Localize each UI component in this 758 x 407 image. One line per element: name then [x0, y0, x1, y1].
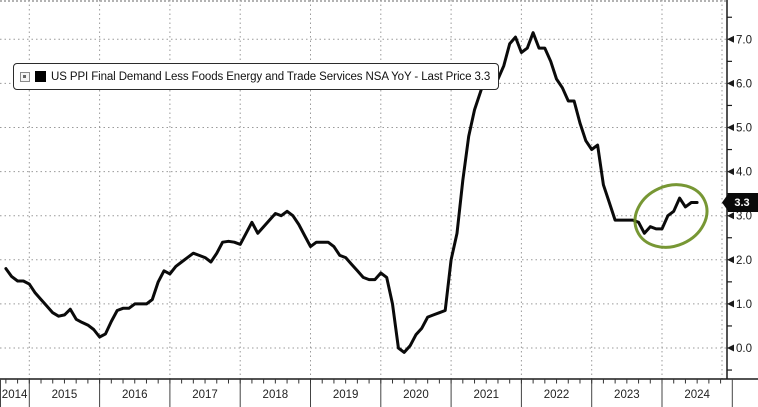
y-axis-tick-arrow-icon — [727, 35, 734, 43]
x-axis-year-label: 2019 — [333, 389, 359, 401]
last-price-badge: 3.3 — [722, 193, 758, 212]
gridlines — [0, 0, 727, 379]
y-axis-tick-label: 6.0 — [736, 78, 752, 90]
price-line — [4, 31, 699, 354]
highlight-annotation — [633, 183, 709, 249]
y-axis-tick-label: 3.0 — [736, 211, 752, 223]
y-axis-tick-arrow-icon — [727, 256, 734, 264]
y-axis-tick-label: 5.0 — [736, 123, 752, 135]
y-axis-tick-arrow-icon — [727, 124, 734, 131]
legend-box[interactable]: US PPI Final Demand Less Foods Energy an… — [13, 63, 500, 90]
y-axis-tick-label: 1.0 — [736, 299, 752, 311]
highlight-ellipse — [633, 183, 709, 249]
x-axis-year-label: 2023 — [614, 389, 640, 401]
x-axis-year-label: 2016 — [122, 389, 148, 401]
y-axis-tick-label: 2.0 — [736, 255, 752, 267]
y-axis-tick-arrow-icon — [727, 212, 734, 220]
x-axis: 2014 2015 2016 2017 2018 2019 2020 2021 2022 2023… — [0, 378, 758, 407]
y-axis-tick-arrow-icon — [727, 79, 734, 87]
x-axis-year-label: 2024 — [684, 389, 710, 401]
price-line-group — [4, 31, 699, 354]
y-axis-tick-arrow-icon — [727, 168, 734, 176]
x-axis-year-label: 2015 — [52, 389, 78, 401]
x-axis-year-label: 2021 — [473, 389, 499, 401]
legend-label: US PPI Final Demand Less Foods Energy an… — [51, 70, 491, 83]
legend-checkbox-icon[interactable] — [20, 71, 30, 82]
x-axis-year-label: 2020 — [403, 389, 429, 401]
y-axis: 7.0 6.0 5.0 4.0 3.0 2.0 1.0 0.0 — [726, 0, 752, 379]
y-axis-tick-label: 7.0 — [736, 34, 752, 46]
x-axis-year-label: 2014 — [2, 389, 28, 401]
x-axis-year-label: 2017 — [192, 389, 218, 401]
y-axis-tick-arrow-icon — [727, 300, 734, 308]
x-axis-year-label: 2018 — [263, 389, 289, 401]
legend-series-swatch-icon — [35, 71, 46, 82]
y-axis-tick-arrow-icon — [727, 344, 734, 352]
x-axis-year-label: 2022 — [544, 389, 570, 401]
y-axis-tick-label: 4.0 — [736, 167, 752, 179]
y-axis-tick-label: 0.0 — [736, 343, 752, 355]
